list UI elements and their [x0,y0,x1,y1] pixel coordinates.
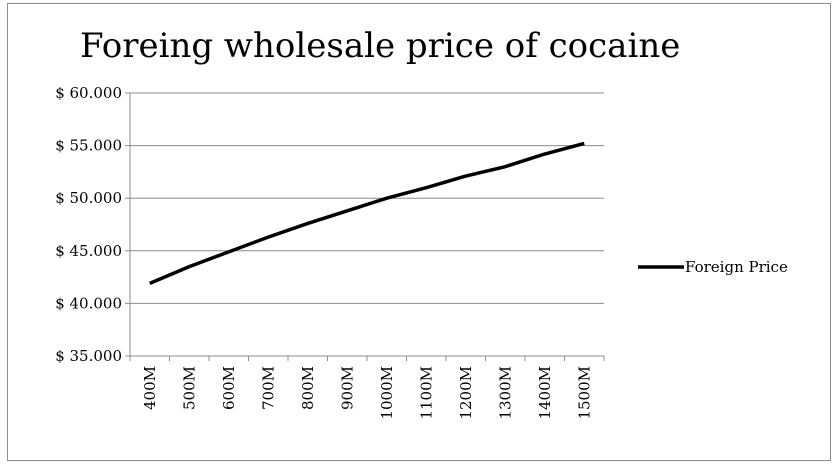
x-tick-label: 1500M [575,366,593,420]
x-tick-label: 1100M [417,366,435,420]
chart-title: Foreing wholesale price of cocaine [80,26,680,66]
x-tick-label: 1300M [496,366,514,420]
y-tick-label: $ 50.000 [55,189,122,207]
x-tick-label: 1200M [457,366,475,420]
x-axis-tick-labels: 400M 500M 600M 700M 800M 900M 1000M 1100M 1200M 1… [141,366,594,420]
legend-label: Foreign Price [685,258,788,276]
x-tick-label: 600M [220,366,238,410]
x-tick-label: 700M [259,366,277,410]
y-axis-tick-labels: $ 35.000 $ 40.000 $ 45.000 $ 50.000 $ 55.000… [55,84,122,365]
series-line [149,141,585,286]
y-tick-label: $ 45.000 [55,242,122,260]
gridlines [130,92,604,304]
axes [125,92,605,361]
x-tick-label: 1000M [378,366,396,420]
series-lines [149,141,585,286]
legend: Foreign Price [638,258,788,276]
chart-frame [7,3,831,461]
x-tick-label: 800M [299,366,317,410]
x-tick-label: 400M [141,366,159,410]
x-tick-label: 1400M [536,366,554,420]
y-tick-label: $ 40.000 [55,294,122,312]
y-tick-label: $ 35.000 [55,347,122,365]
x-tick-label: 900M [338,366,356,410]
y-tick-label: $ 60.000 [55,84,122,102]
x-tick-label: 500M [180,366,198,410]
y-tick-label: $ 55.000 [55,137,122,155]
